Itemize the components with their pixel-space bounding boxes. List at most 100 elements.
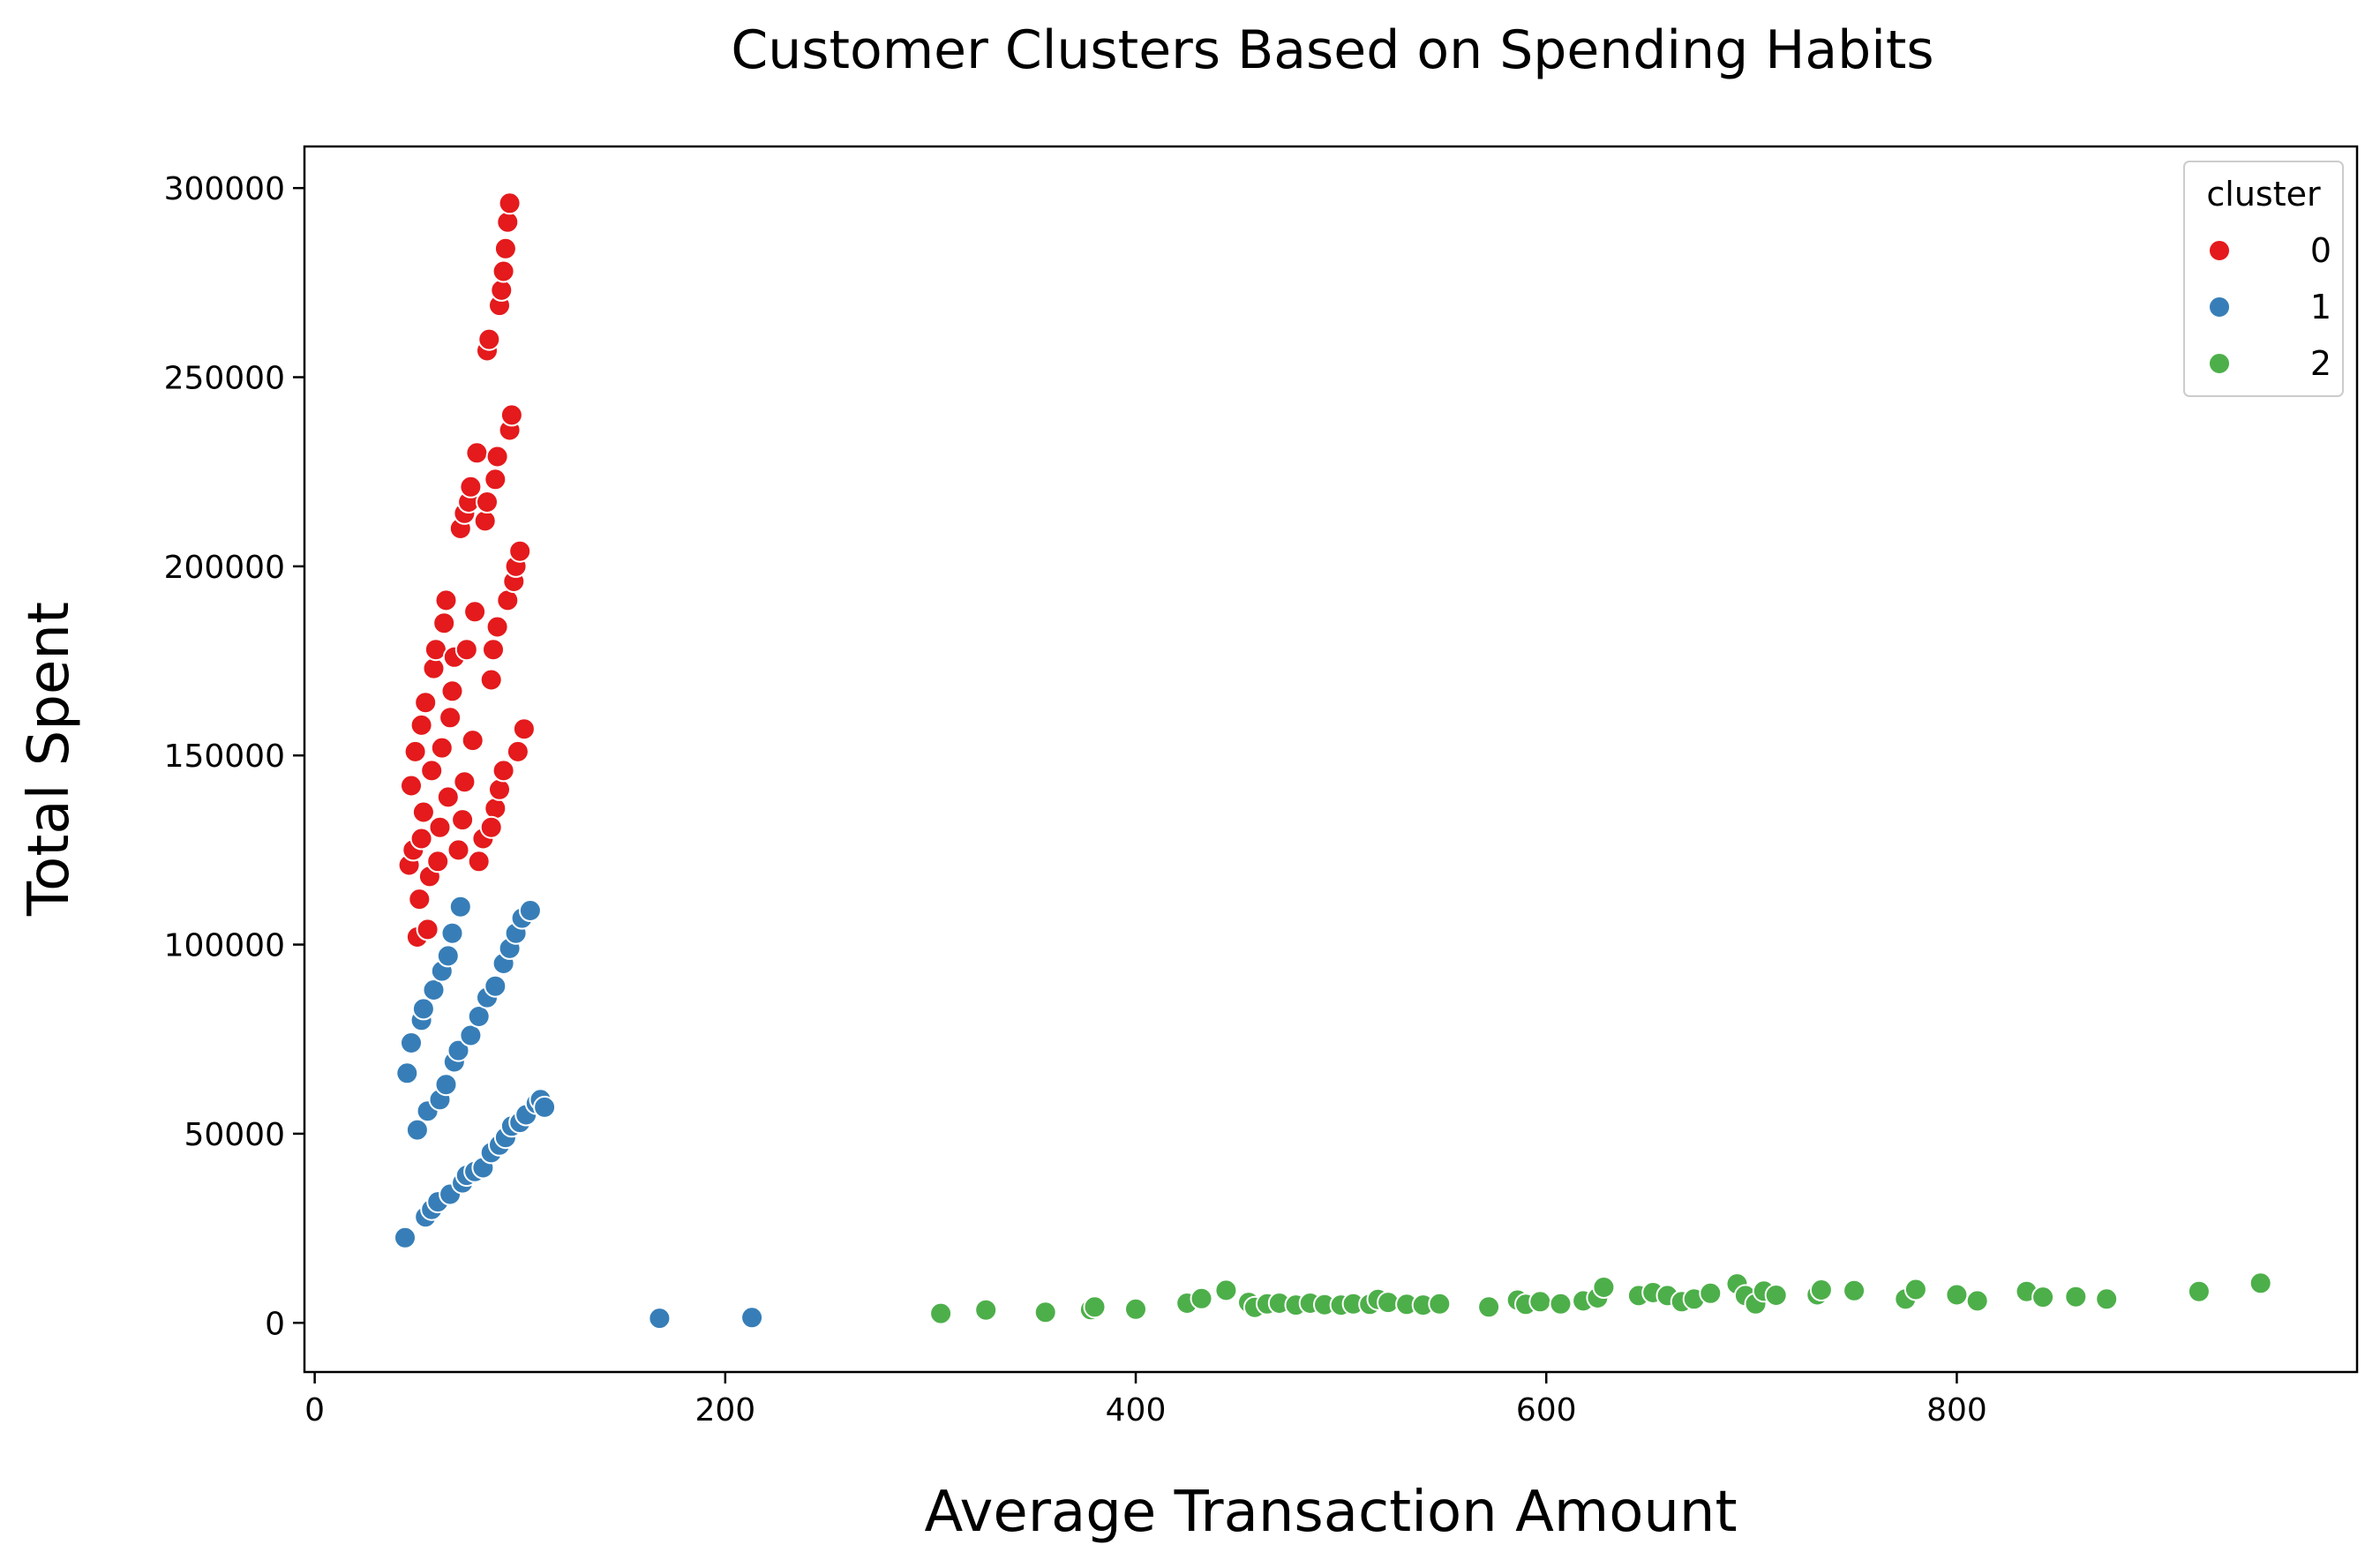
data-point-cluster-0 [440, 679, 464, 703]
data-point-cluster-0 [492, 759, 515, 783]
data-point-cluster-0 [484, 468, 507, 491]
y-tick-label: 300000 [164, 171, 285, 207]
data-point-cluster-0 [479, 815, 503, 839]
data-point-cluster-2 [1809, 1278, 1833, 1301]
data-point-cluster-1 [448, 895, 472, 918]
data-point-cluster-0 [422, 656, 446, 680]
data-point-cluster-1 [440, 921, 464, 945]
data-point-cluster-1 [740, 1306, 764, 1330]
plot-area [303, 145, 2359, 1374]
data-point-cluster-1 [422, 978, 446, 1001]
x-tick-label: 400 [1106, 1392, 1167, 1428]
data-point-cluster-0 [493, 236, 517, 260]
data-point-cluster-0 [465, 441, 489, 465]
data-point-cluster-1 [436, 944, 460, 968]
data-point-cluster-0 [476, 491, 499, 514]
data-point-cluster-1 [467, 1005, 491, 1028]
data-point-cluster-0 [400, 774, 423, 798]
data-point-cluster-0 [512, 717, 536, 741]
legend-label-0: 0 [2310, 231, 2331, 270]
data-point-cluster-2 [2249, 1271, 2272, 1295]
data-point-cluster-2 [1477, 1295, 1501, 1319]
data-point-cluster-2 [1592, 1276, 1616, 1299]
data-point-cluster-0 [428, 815, 452, 839]
data-point-cluster-0 [403, 739, 427, 763]
data-point-cluster-2 [1083, 1295, 1107, 1319]
data-point-cluster-2 [1033, 1301, 1057, 1324]
data-point-cluster-0 [420, 759, 444, 783]
data-point-cluster-2 [1528, 1290, 1552, 1314]
data-point-cluster-0 [485, 615, 509, 639]
data-point-cluster-2 [974, 1298, 998, 1322]
data-point-cluster-0 [453, 770, 477, 794]
data-point-cluster-2 [1699, 1281, 1723, 1305]
y-tick-label: 200000 [164, 550, 285, 586]
data-point-cluster-0 [479, 668, 503, 692]
data-point-cluster-0 [447, 838, 470, 862]
x-tick-label: 600 [1516, 1392, 1577, 1428]
data-point-cluster-2 [1549, 1292, 1573, 1316]
y-tick-label: 250000 [164, 361, 285, 397]
data-point-cluster-0 [463, 600, 487, 624]
data-point-cluster-0 [461, 729, 484, 753]
x-tick-label: 0 [304, 1392, 325, 1428]
data-point-cluster-2 [2187, 1279, 2211, 1303]
data-point-cluster-0 [506, 739, 529, 763]
legend-box [2183, 161, 2344, 397]
x-tick-label: 200 [694, 1392, 755, 1428]
data-point-cluster-0 [409, 827, 433, 851]
data-point-cluster-2 [2064, 1285, 2088, 1308]
y-axis-ticks: 0 50000 100000 150000 200000 250000 300000 [164, 171, 304, 1342]
data-point-cluster-0 [496, 589, 520, 612]
data-point-cluster-2 [1190, 1286, 1213, 1310]
data-point-cluster-0 [496, 210, 520, 234]
data-point-cluster-2 [929, 1301, 953, 1325]
data-point-cluster-2 [1214, 1278, 1238, 1302]
data-point-cluster-2 [1124, 1297, 1147, 1321]
data-point-cluster-0 [490, 278, 514, 302]
data-point-cluster-1 [484, 974, 507, 998]
data-point-cluster-0 [434, 589, 458, 612]
data-point-cluster-0 [499, 403, 523, 427]
data-point-cluster-2 [1764, 1284, 1788, 1307]
x-tick-label: 800 [1926, 1392, 1987, 1428]
data-point-cluster-0 [498, 191, 522, 215]
y-axis-label: Total Spent [17, 602, 82, 917]
data-point-cluster-2 [1428, 1292, 1452, 1316]
legend-marker-0 [2208, 239, 2231, 262]
data-point-cluster-0 [467, 850, 491, 873]
data-point-cluster-0 [409, 713, 433, 737]
data-point-cluster-2 [1903, 1278, 1927, 1301]
x-axis-label: Average Transaction Amount [924, 1480, 1737, 1545]
data-point-cluster-2 [1965, 1289, 1989, 1313]
data-point-cluster-1 [518, 899, 542, 922]
data-point-cluster-0 [432, 611, 456, 635]
data-point-cluster-1 [447, 1038, 470, 1062]
y-tick-label: 0 [265, 1306, 285, 1342]
data-point-cluster-0 [473, 509, 497, 533]
x-axis-ticks: 0 200 400 600 800 [304, 1372, 1987, 1428]
data-point-cluster-0 [477, 327, 501, 351]
data-point-cluster-0 [482, 638, 505, 662]
data-point-cluster-0 [451, 808, 475, 832]
data-point-cluster-1 [648, 1307, 672, 1331]
data-point-cluster-1 [533, 1095, 557, 1119]
legend-label-2: 2 [2310, 344, 2331, 383]
data-point-cluster-0 [484, 797, 507, 821]
data-point-cluster-0 [408, 888, 432, 911]
data-point-cluster-0 [426, 850, 450, 873]
data-point-cluster-1 [405, 1118, 429, 1142]
y-tick-label: 100000 [164, 928, 285, 964]
chart-title: Customer Clusters Based on Spending Habi… [731, 19, 1933, 81]
data-point-cluster-2 [1843, 1278, 1866, 1302]
data-point-cluster-1 [400, 1031, 423, 1054]
data-point-cluster-1 [459, 1023, 483, 1047]
data-point-cluster-0 [454, 638, 478, 662]
legend-marker-2 [2208, 352, 2231, 375]
legend-title: cluster [2206, 175, 2321, 214]
data-point-cluster-0 [485, 445, 509, 469]
legend-marker-1 [2208, 296, 2231, 319]
data-point-cluster-0 [416, 918, 439, 941]
data-point-cluster-1 [395, 1061, 419, 1085]
